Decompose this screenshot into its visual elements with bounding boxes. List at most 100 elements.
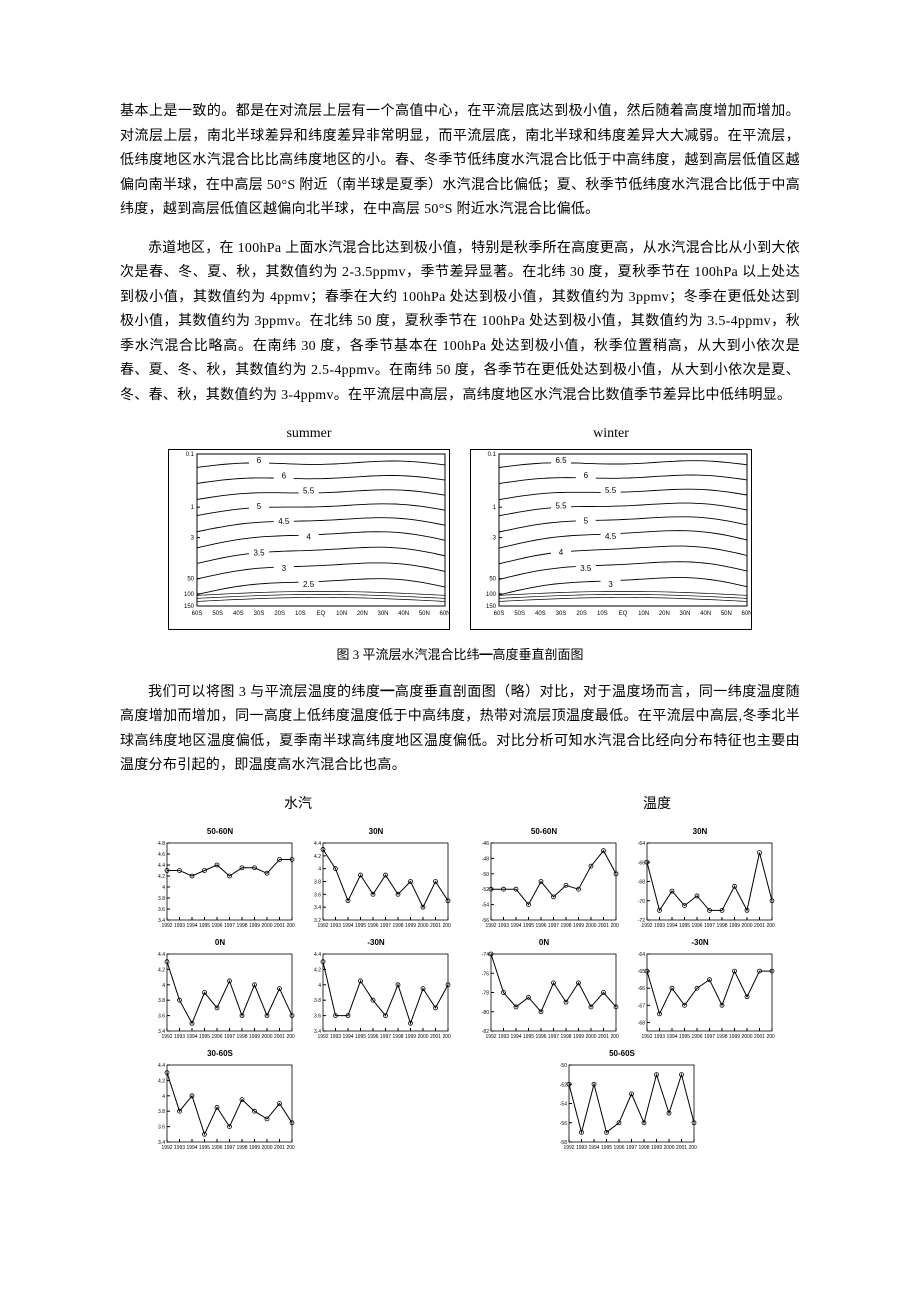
svg-text:1992: 1992 bbox=[641, 1034, 652, 1040]
svg-text:1993: 1993 bbox=[654, 1034, 665, 1040]
svg-text:1995: 1995 bbox=[355, 1034, 366, 1040]
svg-text:1992: 1992 bbox=[485, 923, 496, 929]
svg-text:10S: 10S bbox=[597, 611, 608, 617]
svg-text:1993: 1993 bbox=[498, 1034, 509, 1040]
svg-text:50N: 50N bbox=[419, 611, 430, 617]
svg-text:1996: 1996 bbox=[211, 1145, 222, 1151]
svg-text:20N: 20N bbox=[357, 611, 368, 617]
svg-text:1993: 1993 bbox=[174, 923, 185, 929]
svg-text:2001: 2001 bbox=[430, 1034, 441, 1040]
svg-text:2.5: 2.5 bbox=[303, 580, 315, 589]
svg-text:1995: 1995 bbox=[601, 1145, 612, 1151]
svg-text:1994: 1994 bbox=[666, 1034, 677, 1040]
small-chart-title: 50-60N bbox=[531, 825, 557, 839]
svg-text:1994: 1994 bbox=[588, 1145, 599, 1151]
svg-text:3.6: 3.6 bbox=[158, 1125, 165, 1131]
svg-text:20S: 20S bbox=[274, 611, 285, 617]
svg-text:1993: 1993 bbox=[330, 923, 341, 929]
svg-text:1998: 1998 bbox=[638, 1145, 649, 1151]
svg-text:1996: 1996 bbox=[367, 923, 378, 929]
svg-text:1992: 1992 bbox=[317, 923, 328, 929]
svg-text:1997: 1997 bbox=[548, 1034, 559, 1040]
svg-text:150: 150 bbox=[184, 604, 195, 610]
svg-text:1992: 1992 bbox=[161, 1145, 172, 1151]
small-chart: 30-60S3.43.63.844.24.4199219931994199519… bbox=[145, 1047, 295, 1152]
svg-text:1998: 1998 bbox=[236, 1145, 247, 1151]
svg-text:1997: 1997 bbox=[224, 1145, 235, 1151]
svg-text:4: 4 bbox=[559, 547, 564, 556]
svg-text:-46: -46 bbox=[482, 841, 489, 847]
svg-text:1997: 1997 bbox=[704, 1034, 715, 1040]
svg-text:2002: 2002 bbox=[286, 1034, 295, 1040]
svg-text:1996: 1996 bbox=[211, 923, 222, 929]
svg-text:3.8: 3.8 bbox=[158, 896, 165, 902]
svg-text:1992: 1992 bbox=[161, 1034, 172, 1040]
svg-text:2000: 2000 bbox=[417, 923, 428, 929]
svg-text:2001: 2001 bbox=[598, 1034, 609, 1040]
svg-text:4.5: 4.5 bbox=[278, 516, 290, 525]
svg-text:1993: 1993 bbox=[174, 1034, 185, 1040]
svg-text:50S: 50S bbox=[212, 611, 223, 617]
svg-text:-67: -67 bbox=[638, 1004, 645, 1010]
svg-text:4.4: 4.4 bbox=[158, 952, 165, 958]
svg-text:2001: 2001 bbox=[754, 923, 765, 929]
svg-text:-54: -54 bbox=[560, 1102, 567, 1108]
svg-text:2001: 2001 bbox=[430, 923, 441, 929]
svg-text:4.6: 4.6 bbox=[158, 852, 165, 858]
svg-text:6.5: 6.5 bbox=[555, 455, 567, 464]
svg-text:5.5: 5.5 bbox=[303, 486, 315, 495]
svg-text:3.5: 3.5 bbox=[580, 563, 592, 572]
svg-text:2000: 2000 bbox=[741, 1034, 752, 1040]
svg-text:2002: 2002 bbox=[610, 1034, 619, 1040]
svg-text:1997: 1997 bbox=[704, 923, 715, 929]
svg-text:1998: 1998 bbox=[392, 923, 403, 929]
svg-text:-54: -54 bbox=[482, 903, 489, 909]
svg-text:1996: 1996 bbox=[691, 923, 702, 929]
svg-text:1992: 1992 bbox=[317, 1034, 328, 1040]
svg-text:1999: 1999 bbox=[729, 923, 740, 929]
svg-text:4.2: 4.2 bbox=[158, 874, 165, 880]
svg-text:1996: 1996 bbox=[535, 923, 546, 929]
figure-3-row: summer0.1135010015060S50S40S30S20S10SEQ1… bbox=[120, 422, 800, 630]
svg-text:3.8: 3.8 bbox=[314, 880, 321, 886]
svg-text:1994: 1994 bbox=[510, 923, 521, 929]
svg-text:50: 50 bbox=[489, 576, 496, 582]
small-chart-title: 30N bbox=[693, 825, 708, 839]
svg-text:60N: 60N bbox=[741, 611, 751, 617]
svg-text:2000: 2000 bbox=[261, 1145, 272, 1151]
small-chart: -30N-68-67-66-65-64199219931994199519961… bbox=[625, 936, 775, 1041]
svg-text:1999: 1999 bbox=[405, 923, 416, 929]
svg-text:3: 3 bbox=[608, 579, 613, 588]
svg-text:-52: -52 bbox=[560, 1083, 567, 1089]
svg-text:1992: 1992 bbox=[563, 1145, 574, 1151]
svg-text:4.2: 4.2 bbox=[158, 1079, 165, 1085]
svg-text:5: 5 bbox=[584, 516, 589, 525]
svg-text:10S: 10S bbox=[295, 611, 306, 617]
figure-4-left-col: 水汽50-60N3.43.63.844.24.44.64.81992199319… bbox=[145, 793, 451, 1153]
svg-text:-64: -64 bbox=[638, 841, 645, 847]
svg-text:1999: 1999 bbox=[729, 1034, 740, 1040]
svg-text:3.6: 3.6 bbox=[158, 1014, 165, 1020]
small-chart: 50-60S-58-56-54-52-501992199319941995199… bbox=[547, 1047, 697, 1152]
svg-text:-50: -50 bbox=[560, 1063, 567, 1069]
svg-text:EQ: EQ bbox=[619, 611, 628, 617]
svg-text:3.5: 3.5 bbox=[253, 548, 265, 557]
small-chart-title: 0N bbox=[539, 936, 549, 950]
svg-text:30N: 30N bbox=[679, 611, 690, 617]
svg-text:2001: 2001 bbox=[676, 1145, 687, 1151]
svg-text:50N: 50N bbox=[721, 611, 732, 617]
svg-text:2002: 2002 bbox=[286, 1145, 295, 1151]
svg-text:1999: 1999 bbox=[573, 1034, 584, 1040]
svg-text:3.6: 3.6 bbox=[314, 893, 321, 899]
svg-text:3.8: 3.8 bbox=[314, 998, 321, 1004]
svg-text:1996: 1996 bbox=[367, 1034, 378, 1040]
svg-text:10N: 10N bbox=[638, 611, 649, 617]
svg-text:1998: 1998 bbox=[716, 923, 727, 929]
svg-text:4.2: 4.2 bbox=[314, 854, 321, 860]
svg-text:1993: 1993 bbox=[654, 923, 665, 929]
svg-text:2002: 2002 bbox=[610, 923, 619, 929]
svg-text:1997: 1997 bbox=[380, 923, 391, 929]
svg-text:EQ: EQ bbox=[317, 611, 326, 617]
svg-text:-50: -50 bbox=[482, 872, 489, 878]
svg-text:4.5: 4.5 bbox=[605, 531, 617, 540]
